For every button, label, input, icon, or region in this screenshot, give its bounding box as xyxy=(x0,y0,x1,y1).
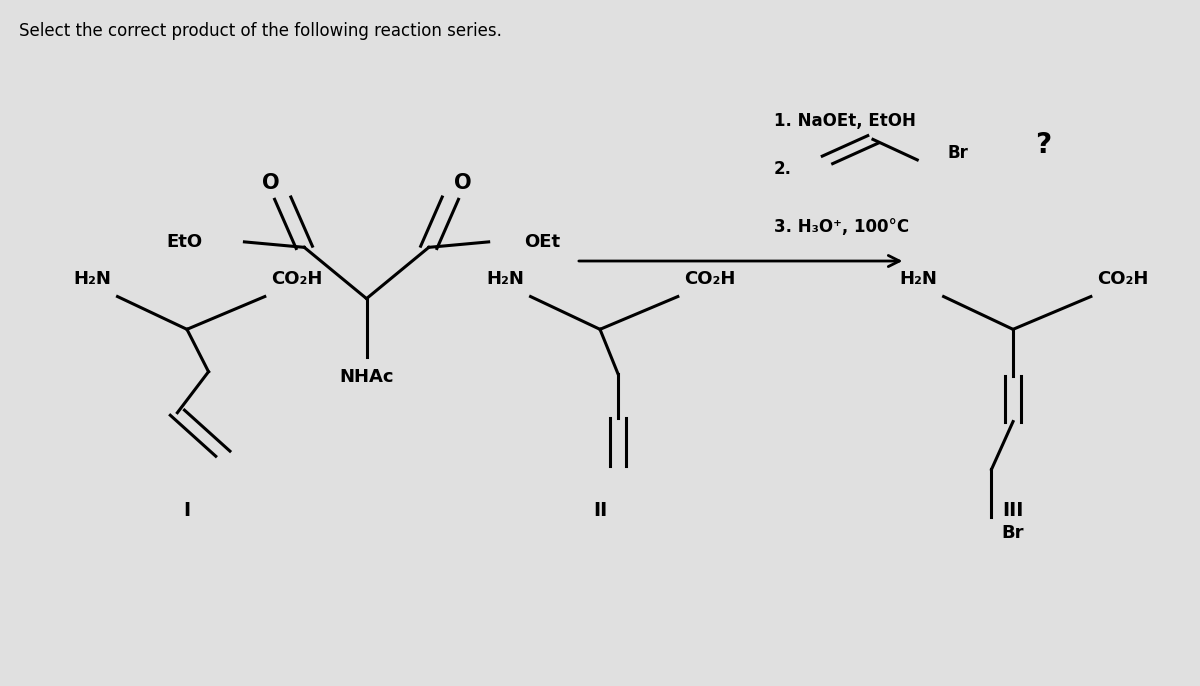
Text: 2.: 2. xyxy=(774,160,792,178)
Text: CO₂H: CO₂H xyxy=(1097,270,1148,288)
Text: ?: ? xyxy=(1034,131,1051,159)
Text: H₂N: H₂N xyxy=(487,270,524,288)
Text: O: O xyxy=(262,173,280,193)
Text: I: I xyxy=(184,501,191,520)
Text: O: O xyxy=(454,173,472,193)
Text: 1. NaOEt, EtOH: 1. NaOEt, EtOH xyxy=(774,112,916,130)
Text: Br: Br xyxy=(947,144,968,162)
Text: H₂N: H₂N xyxy=(73,270,112,288)
Text: 3. H₃O⁺, 100°C: 3. H₃O⁺, 100°C xyxy=(774,218,908,236)
Text: II: II xyxy=(593,501,607,520)
Text: Select the correct product of the following reaction series.: Select the correct product of the follow… xyxy=(19,22,503,40)
Text: EtO: EtO xyxy=(167,233,203,251)
Text: III: III xyxy=(1002,501,1024,520)
Text: CO₂H: CO₂H xyxy=(271,270,322,288)
Text: Br: Br xyxy=(1002,524,1025,542)
Text: H₂N: H₂N xyxy=(900,270,937,288)
Text: CO₂H: CO₂H xyxy=(684,270,736,288)
Text: OEt: OEt xyxy=(524,233,560,251)
Text: NHAc: NHAc xyxy=(340,368,394,386)
